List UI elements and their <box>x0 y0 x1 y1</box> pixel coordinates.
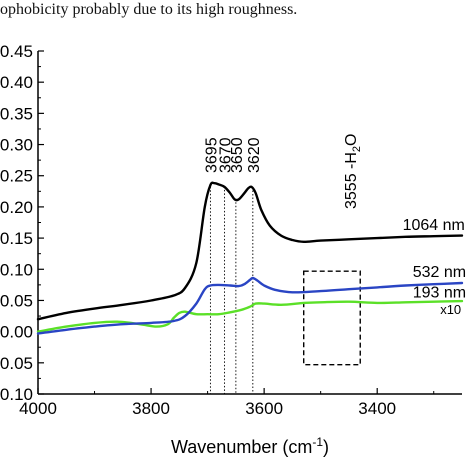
y-tick-label: 0.15 <box>0 229 33 248</box>
series-line-1064-nm <box>36 181 464 321</box>
water-box: 3555 -H2O <box>303 134 363 366</box>
y-tick-label: 0.45 <box>0 42 33 61</box>
x-tick-label: 3800 <box>132 399 170 418</box>
y-tick-label: 0.35 <box>0 104 33 123</box>
y-tick-label: 0.10 <box>0 260 33 279</box>
y-tick-label: 0.05 <box>0 354 33 373</box>
x-axis-title-main: Wavenumber (cm <box>171 437 312 457</box>
x-tick-label: 3600 <box>245 399 283 418</box>
water-box-rect <box>303 270 361 366</box>
top-text: ophobicity probably due to its high roug… <box>0 1 298 18</box>
x-axis-title-sup: -1 <box>312 435 323 449</box>
water-label-sub: 2 <box>351 146 363 152</box>
peak-marker-label: 3650 <box>229 137 246 173</box>
series-label: 193 nm <box>413 284 466 301</box>
y-tick-label: 0.05 <box>0 291 33 310</box>
x-tick-label: 3400 <box>358 399 396 418</box>
axes: 0.10 0.05 0.00 0.05 0.10 0.15 0.20 0.25 0.30 0.35… <box>0 42 462 418</box>
series-label: 1064 nm <box>403 217 465 234</box>
x-axis-title-suffix: ) <box>323 437 329 457</box>
x-axis-title: Wavenumber (cm-1) <box>171 435 329 457</box>
series-line-532-nm <box>36 276 464 335</box>
water-box-label: 3555 -H2O <box>343 134 363 210</box>
y-tick-label: 0.20 <box>0 198 33 217</box>
y-tick-label: 0.10 <box>0 385 33 404</box>
series-label: 532 nm <box>413 264 466 281</box>
y-tick-label: 0.00 <box>0 323 33 342</box>
peak-marker-label: 3670 <box>218 137 235 173</box>
water-label-suffix: O <box>343 134 360 146</box>
series-lines <box>36 181 464 335</box>
peak-marker-label: 3620 <box>246 137 263 173</box>
x-tick-label: 4000 <box>19 399 57 418</box>
y-tick-label: 0.25 <box>0 167 33 186</box>
y-tick-label: 0.30 <box>0 136 33 155</box>
y-tick-label: 0.40 <box>0 73 33 92</box>
series-label: x10 <box>440 302 461 317</box>
water-label-main: 3555 -H <box>343 152 360 209</box>
peak-marker-label: 3695 <box>203 137 220 173</box>
